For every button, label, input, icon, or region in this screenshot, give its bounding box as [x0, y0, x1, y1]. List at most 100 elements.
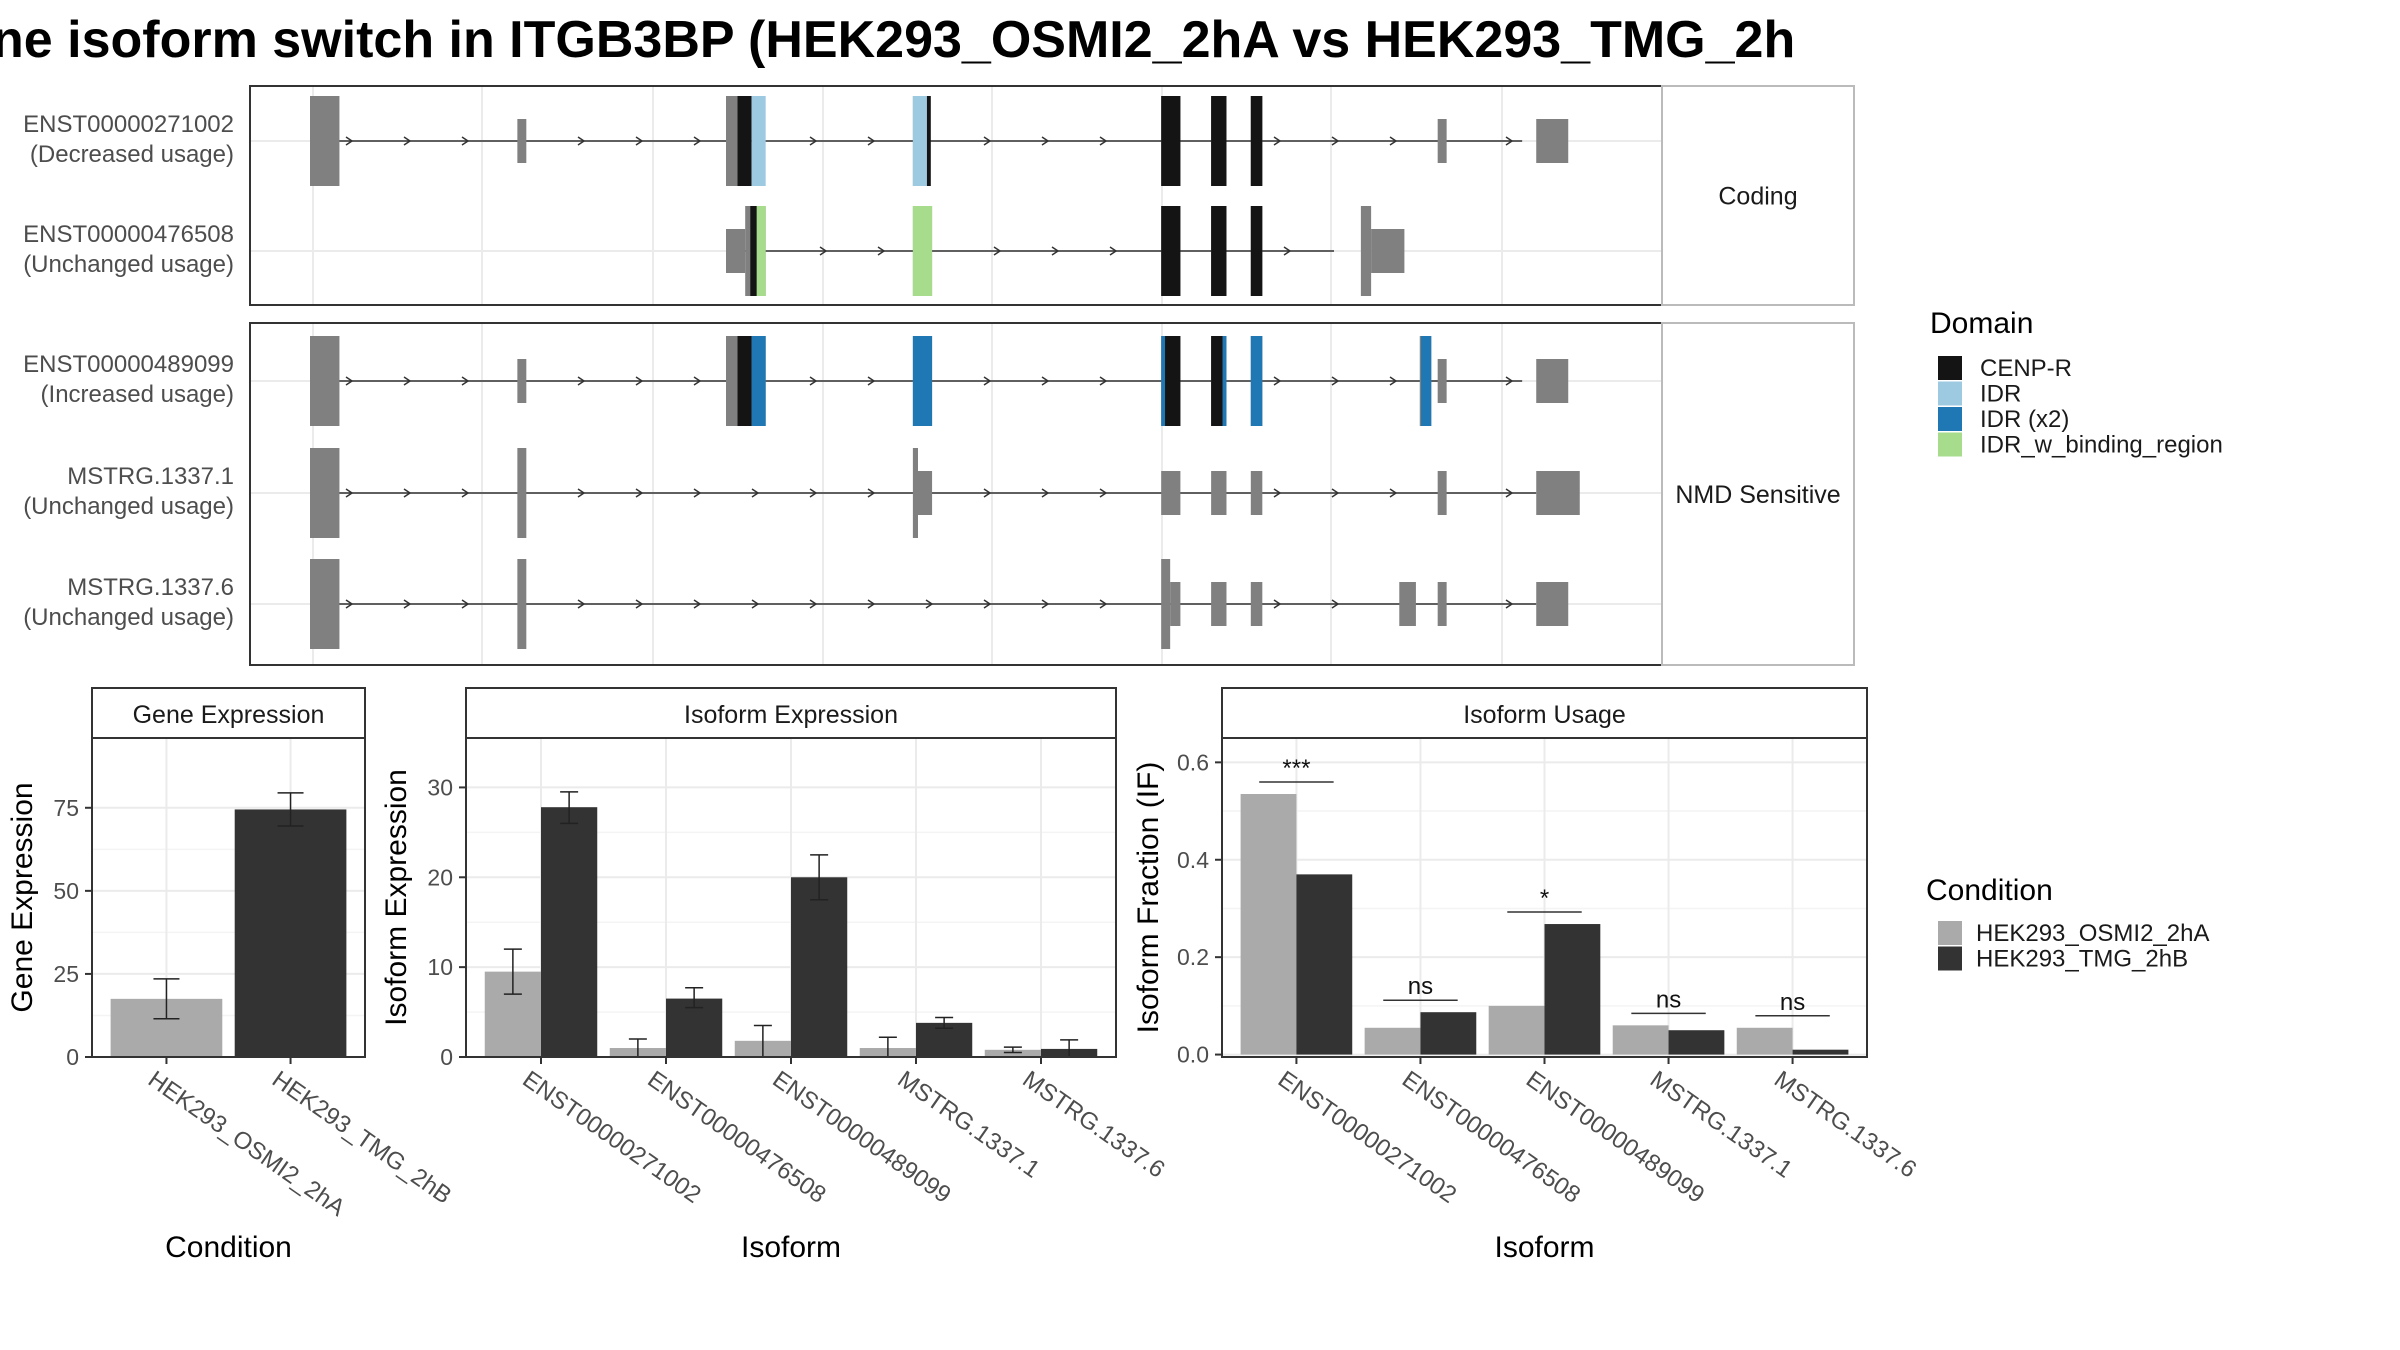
intron-arrow: [983, 136, 992, 146]
intron-arrow: [461, 376, 470, 386]
exon-block: [1211, 471, 1227, 515]
intron-arrow: [809, 376, 818, 386]
exon-block: [310, 336, 340, 426]
significance-label: ns: [1408, 973, 1433, 1000]
intron-arrow: [1273, 136, 1282, 146]
exon-block: [1399, 582, 1416, 626]
y-tick-label: 0.4: [1177, 847, 1209, 873]
exon-block: [1161, 559, 1171, 649]
transcript-id-label: MSTRG.1337.1: [67, 463, 234, 490]
intron-arrow: [1505, 488, 1514, 498]
intron-arrow: [345, 488, 354, 498]
intron-arrow: [1283, 246, 1292, 256]
exon-block: [1250, 471, 1263, 515]
intron-arrow: [877, 246, 886, 256]
exon-block: [1211, 582, 1227, 626]
exon-block: [310, 448, 340, 538]
intron-arrow: [1109, 246, 1118, 256]
domain-block: [751, 96, 766, 186]
intron-arrow: [1389, 376, 1398, 386]
intron-arrow: [577, 488, 586, 498]
intron-arrow: [1505, 136, 1514, 146]
intron-arrow: [693, 599, 702, 609]
domain-block: [1161, 206, 1181, 296]
domain-block: [1161, 96, 1181, 186]
bar: [1364, 1027, 1421, 1055]
condition-legend-swatch: [1938, 946, 1962, 971]
intron-arrow: [1041, 136, 1050, 146]
domain-legend-label: IDR (x2): [1980, 406, 2069, 433]
intron-arrow: [751, 488, 760, 498]
intron-arrow: [345, 599, 354, 609]
intron-arrow: [1273, 488, 1282, 498]
error-bar: [1003, 1046, 1022, 1054]
exon-block: [1437, 471, 1447, 515]
bar: [1296, 874, 1353, 1055]
domain-legend-swatch: [1938, 432, 1962, 457]
intron-arrow: [809, 488, 818, 498]
exon-block: [517, 359, 527, 403]
domain-block: [1165, 336, 1181, 426]
intron-arrow: [461, 599, 470, 609]
domain-block: [912, 206, 933, 296]
intron-arrow: [867, 488, 876, 498]
chart-strip: [1221, 687, 1868, 739]
error-bar: [810, 854, 829, 901]
intron-arrow: [993, 246, 1002, 256]
intron-arrow: [577, 599, 586, 609]
transcript-usage-label: (Decreased usage): [30, 141, 234, 168]
domain-legend-swatch: [1938, 407, 1962, 431]
intron-arrow: [461, 488, 470, 498]
intron-arrow: [1389, 488, 1398, 498]
intron-arrow: [635, 376, 644, 386]
bar: [541, 807, 598, 1057]
intron-arrow: [345, 376, 354, 386]
transcript-usage-label: (Unchanged usage): [23, 493, 234, 520]
chart-strip: [91, 687, 366, 739]
domain-block: [1211, 336, 1223, 426]
intron-arrow: [1099, 599, 1108, 609]
intron-arrow: [345, 136, 354, 146]
y-tick-label: 50: [53, 878, 79, 904]
domain-block: [1421, 336, 1432, 426]
intron-arrow: [1099, 488, 1108, 498]
exon-block: [310, 559, 340, 649]
intron-arrow: [1041, 599, 1050, 609]
intron-arrow: [867, 376, 876, 386]
exon-block: [1437, 359, 1447, 403]
domain-block: [737, 336, 752, 426]
bar: [234, 809, 347, 1057]
y-tick-label: 10: [427, 954, 453, 980]
y-tick-label: 0: [66, 1044, 79, 1070]
intron-arrow: [693, 376, 702, 386]
intron-arrow: [983, 376, 992, 386]
domain-legend-title: Domain: [1930, 307, 2033, 340]
intron-arrow: [1099, 376, 1108, 386]
intron-arrow: [1331, 136, 1340, 146]
exon-block: [517, 559, 527, 649]
intron-arrow: [1505, 599, 1514, 609]
bar: [1488, 1005, 1545, 1055]
intron-arrow: [1273, 376, 1282, 386]
chart-panel-border: [91, 737, 366, 1058]
intron-arrow: [1389, 136, 1398, 146]
domain-block: [1250, 336, 1263, 426]
intron-arrow: [1273, 599, 1282, 609]
y-tick-label: 0: [440, 1044, 453, 1070]
significance-label: ns: [1780, 989, 1805, 1016]
error-bar: [153, 978, 180, 1020]
transcript-id-label: MSTRG.1337.6: [67, 574, 234, 601]
chart-title: Gene Expression: [133, 701, 325, 729]
structure-strip-label: NMD Sensitive: [1675, 481, 1840, 509]
bar: [1420, 1012, 1477, 1055]
exon-block: [1360, 206, 1372, 296]
intron-arrow: [983, 488, 992, 498]
chart-title: Isoform Usage: [1463, 701, 1626, 729]
exon-block: [1371, 229, 1405, 273]
condition-legend-title: Condition: [1926, 874, 2053, 907]
y-tick-label: 30: [427, 774, 453, 800]
domain-block: [751, 336, 766, 426]
chart-title: Isoform Expression: [684, 701, 898, 729]
